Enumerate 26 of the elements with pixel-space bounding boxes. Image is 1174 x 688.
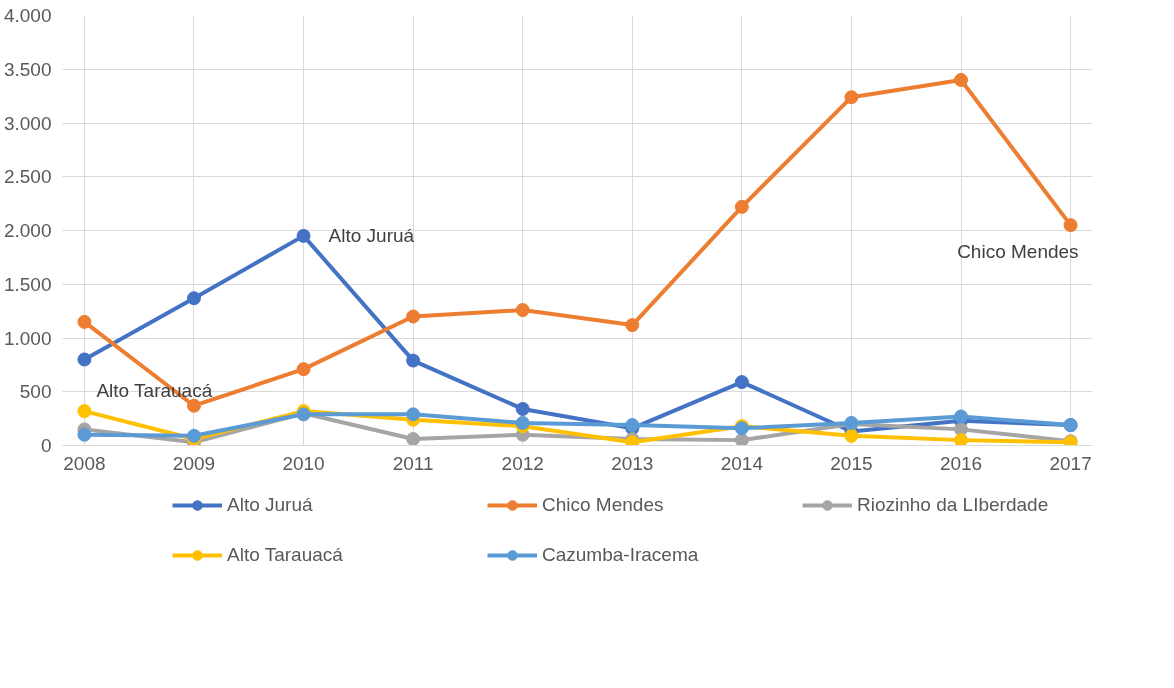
- legend-label: Cazumba-Iracema: [542, 543, 700, 567]
- annotation: Chico Mendes: [957, 241, 1079, 263]
- y-tick-label: 3.500: [3, 58, 52, 80]
- x-tick-label: 2008: [63, 452, 106, 474]
- x-tick-label: 2011: [392, 452, 434, 474]
- annotation: Alto Juruá: [328, 225, 415, 247]
- y-tick-label: 2.000: [3, 220, 52, 241]
- legend-label: Alto Tarauacá: [227, 543, 344, 567]
- y-tick-label: 0: [40, 435, 52, 456]
- legend-label: Alto Juruá: [227, 493, 314, 517]
- x-tick-label: 2012: [501, 452, 544, 474]
- x-tick-label: 2009: [172, 452, 216, 474]
- y-tick-label: 2.500: [3, 166, 52, 188]
- legend-label: Chico Mendes: [542, 493, 665, 517]
- x-tick-label: 2016: [939, 452, 983, 474]
- x-tick-label: 2014: [720, 452, 764, 474]
- y-tick-label: 1.000: [3, 327, 52, 349]
- y-tick-label: 3.000: [3, 112, 52, 134]
- y-tick-label: 500: [19, 381, 52, 403]
- x-tick-label: 2015: [830, 452, 873, 474]
- y-tick-label: 4.000: [3, 5, 52, 26]
- y-tick-label: 1.500: [3, 273, 52, 295]
- legend-label: Riozinho da LIberdade: [857, 493, 1050, 517]
- x-tick-label: 2010: [282, 452, 325, 474]
- x-tick-label: 2017: [1049, 452, 1092, 474]
- x-tick-label: 2013: [611, 452, 654, 474]
